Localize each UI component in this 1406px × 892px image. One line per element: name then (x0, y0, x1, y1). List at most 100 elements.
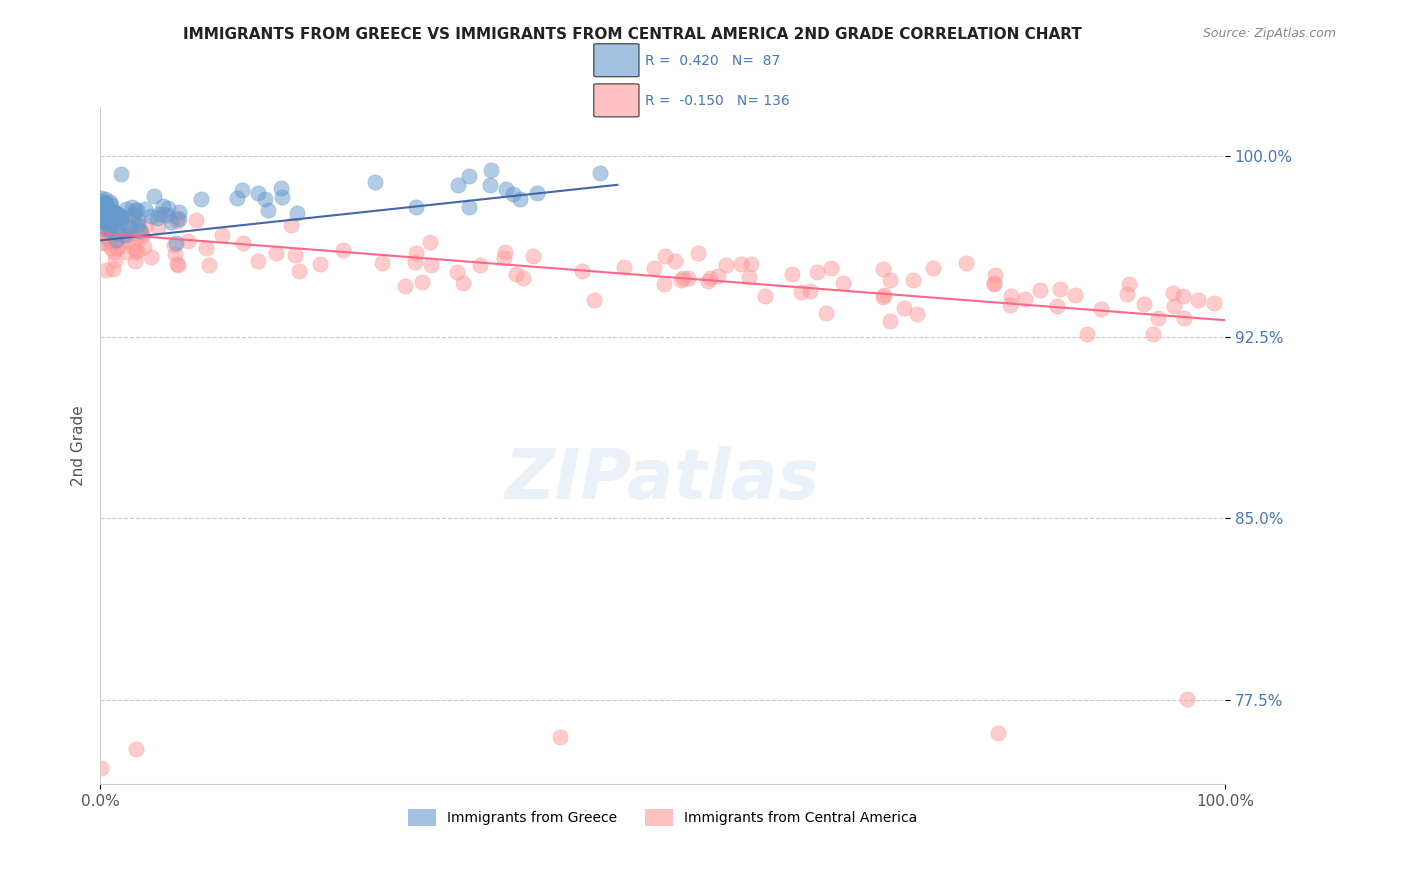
Point (652, 277, 675, 291)
Point (716, 258, 738, 272)
Point (93, 214, 115, 228)
Point (91, 235, 114, 249)
Point (740, 257, 762, 271)
Point (93, 199, 115, 213)
Point (194, 241, 217, 255)
Point (831, 277, 853, 291)
Point (582, 293, 605, 307)
Point (1147, 311, 1170, 326)
Point (105, 220, 128, 235)
Point (815, 306, 838, 320)
Point (285, 206, 308, 220)
Point (364, 175, 387, 189)
Point (1000, 298, 1022, 312)
Point (117, 227, 139, 241)
Point (117, 245, 139, 260)
Point (98, 232, 121, 246)
Point (128, 223, 150, 237)
Point (127, 202, 149, 217)
Point (148, 207, 170, 221)
Point (253, 192, 276, 206)
Point (90, 220, 112, 235)
Point (420, 258, 443, 272)
Point (686, 245, 709, 260)
Point (93, 213, 115, 227)
Point (177, 234, 200, 248)
Point (105, 226, 128, 240)
Point (101, 218, 124, 232)
Point (246, 186, 269, 201)
Point (166, 211, 188, 226)
Point (97, 202, 120, 217)
Point (1175, 692, 1198, 706)
Point (127, 218, 149, 232)
Point (730, 257, 752, 271)
Point (96, 209, 118, 223)
Point (117, 234, 139, 248)
Point (125, 742, 148, 756)
Point (91, 206, 114, 220)
Point (115, 202, 138, 216)
Point (669, 273, 692, 287)
Point (167, 205, 190, 219)
Point (458, 200, 481, 214)
Point (122, 209, 145, 223)
Point (104, 252, 127, 267)
Point (122, 207, 145, 221)
Point (288, 264, 311, 278)
Point (156, 202, 179, 216)
Point (125, 226, 148, 240)
Point (1046, 299, 1069, 313)
Point (672, 271, 695, 285)
Point (94, 262, 117, 277)
Point (872, 262, 894, 277)
Point (922, 261, 945, 276)
Point (1187, 293, 1209, 307)
Point (129, 225, 152, 239)
Text: R =  -0.150   N= 136: R = -0.150 N= 136 (645, 94, 790, 108)
Point (97, 233, 120, 247)
Point (103, 244, 125, 259)
Point (270, 190, 292, 204)
FancyBboxPatch shape (593, 84, 638, 117)
Point (156, 209, 179, 223)
Point (146, 211, 169, 225)
Point (806, 265, 828, 279)
Point (90, 760, 112, 774)
Point (264, 245, 287, 260)
Point (94, 196, 117, 211)
Point (446, 265, 468, 279)
Point (90, 214, 112, 228)
Point (1142, 327, 1164, 342)
Point (190, 192, 212, 206)
Point (121, 213, 143, 227)
Text: IMMIGRANTS FROM GREECE VS IMMIGRANTS FROM CENTRAL AMERICA 2ND GRADE CORRELATION : IMMIGRANTS FROM GREECE VS IMMIGRANTS FRO… (183, 27, 1083, 42)
Point (90, 200, 112, 214)
Point (184, 212, 207, 227)
Point (226, 191, 249, 205)
Point (167, 258, 190, 272)
Point (526, 186, 548, 200)
Point (984, 268, 1007, 283)
Point (97, 215, 120, 229)
Point (754, 288, 776, 302)
Point (1163, 299, 1185, 313)
Point (139, 209, 162, 223)
Point (132, 240, 155, 254)
Point (125, 243, 148, 257)
Point (91, 209, 114, 223)
Point (256, 202, 278, 217)
Point (148, 219, 170, 234)
Point (1000, 289, 1022, 303)
Point (654, 249, 676, 263)
Point (479, 163, 502, 178)
Point (1161, 285, 1184, 300)
Point (129, 224, 152, 238)
Point (198, 258, 221, 272)
Point (1090, 302, 1112, 317)
Point (494, 245, 516, 260)
Point (166, 257, 188, 271)
Point (1116, 287, 1139, 301)
Point (699, 271, 721, 285)
Point (613, 260, 636, 274)
